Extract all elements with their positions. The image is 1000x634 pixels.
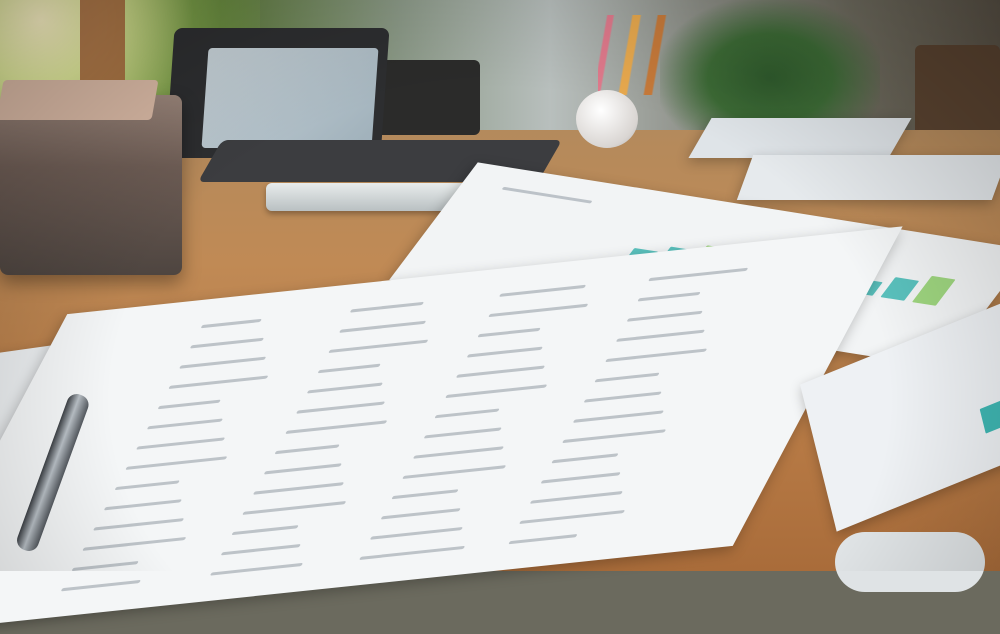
text-line <box>157 399 221 410</box>
text-line <box>498 284 587 297</box>
text-line <box>445 384 548 399</box>
text-line <box>60 579 141 592</box>
text-line <box>306 382 383 394</box>
text-line <box>477 327 541 338</box>
paper-far-right <box>736 155 1000 200</box>
text-line <box>82 536 187 551</box>
text-line <box>423 427 502 439</box>
window-frame <box>80 0 125 80</box>
laptop-display <box>201 48 379 148</box>
text-line <box>71 561 139 572</box>
text-line <box>285 420 388 435</box>
text-line <box>209 562 304 576</box>
text-line <box>402 465 507 480</box>
text-line <box>637 291 701 302</box>
smartphone <box>266 183 478 211</box>
text-line <box>252 482 345 495</box>
text-line <box>488 303 589 318</box>
mouse <box>835 532 985 592</box>
text-line <box>508 534 578 545</box>
text-line <box>551 453 619 464</box>
text-line <box>562 429 667 444</box>
text-line <box>369 526 464 540</box>
text-line <box>455 365 546 378</box>
text-line <box>200 318 262 329</box>
plant <box>660 0 880 130</box>
text-line <box>242 501 347 515</box>
text-line <box>168 375 269 389</box>
text-line <box>136 437 226 450</box>
text-line <box>518 509 626 525</box>
text-line <box>583 391 662 403</box>
text-line <box>263 463 342 475</box>
printer <box>0 95 182 275</box>
text-line <box>189 337 265 349</box>
text-line <box>529 491 623 504</box>
text-line <box>434 408 500 419</box>
text-line <box>317 363 381 374</box>
pencils <box>598 15 668 95</box>
text-line <box>359 545 466 560</box>
text-line <box>295 401 386 414</box>
text-line <box>328 339 429 354</box>
text-line <box>349 301 425 313</box>
text-line <box>412 446 505 459</box>
text-line <box>626 310 703 322</box>
text-line <box>466 346 543 358</box>
text-line <box>125 456 228 470</box>
paper-back <box>688 118 912 158</box>
text-line <box>338 320 427 333</box>
text-line <box>103 499 183 511</box>
text-line <box>501 186 593 204</box>
text-line <box>572 410 664 423</box>
text-line <box>274 444 340 455</box>
text-line <box>648 267 749 282</box>
pencil-holder <box>576 90 638 148</box>
text-line <box>114 480 180 491</box>
printer-tray <box>0 80 159 120</box>
text-line <box>605 348 708 363</box>
chair <box>915 45 1000 145</box>
text-line <box>380 508 461 520</box>
text-line <box>179 356 267 369</box>
text-line <box>231 525 299 536</box>
text-line <box>594 372 660 383</box>
text-line <box>540 472 621 484</box>
text-line <box>615 329 706 342</box>
speaker <box>375 60 480 135</box>
text-line <box>92 518 185 531</box>
text-line <box>146 418 224 430</box>
text-line <box>391 489 459 500</box>
text-line <box>220 543 301 556</box>
chart-bar <box>880 277 920 301</box>
chart-bar <box>979 394 1000 434</box>
